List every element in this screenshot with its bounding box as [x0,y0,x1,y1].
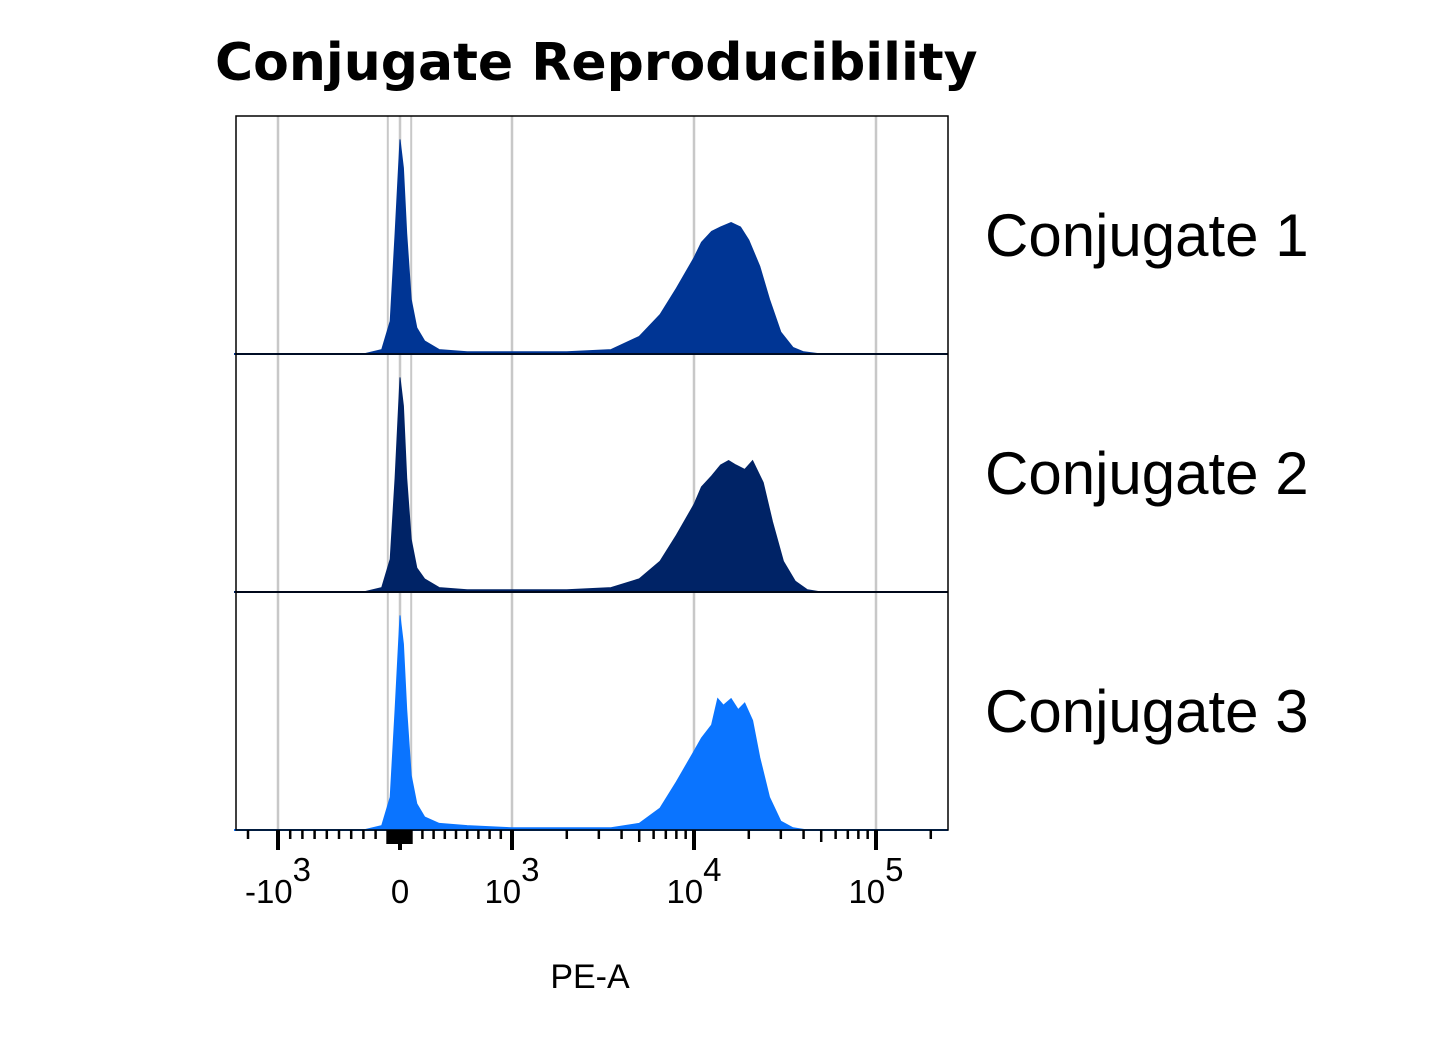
x-tick-label: 103 [484,851,539,910]
series-area-1 [363,139,822,355]
sample-label-3: Conjugate 3 [985,678,1309,745]
sample-labels: Conjugate 1 Conjugate 2 Conjugate 3 [985,202,1309,745]
sample-label-1: Conjugate 1 [985,202,1309,269]
chart-title: Conjugate Reproducibility [215,33,978,93]
x-tick-labels: -103 0 103 104 105 [245,851,904,910]
series-layer [234,139,948,831]
x-tick-label: 0 [391,873,409,910]
plot-border [235,115,949,831]
series-area-2 [363,377,822,593]
plot-frame [235,115,949,831]
grid-lines [276,116,878,830]
x-tick-label: -103 [245,851,311,910]
x-tick-label: 104 [666,851,721,910]
minor-ticks [246,830,933,850]
series-area-3 [363,615,808,831]
x-axis-label: PE-A [550,958,630,996]
sample-label-2: Conjugate 2 [985,440,1309,507]
x-tick-label: 105 [848,851,903,910]
